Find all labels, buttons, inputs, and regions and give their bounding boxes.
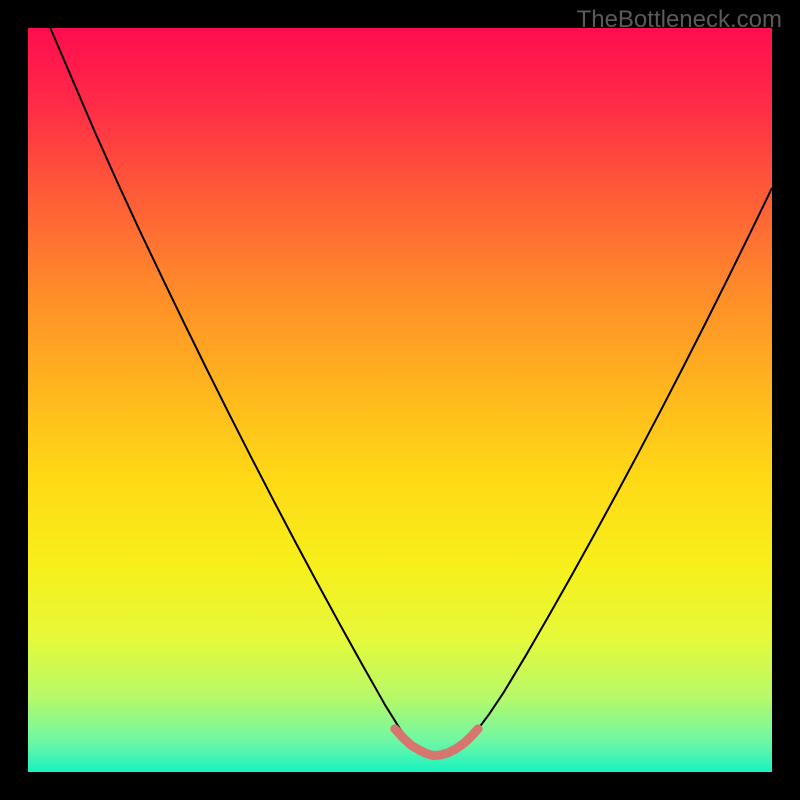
chart-plot-area	[28, 28, 772, 772]
accent-dot-1	[390, 724, 399, 733]
chart-background	[28, 28, 772, 772]
accent-dot-2	[474, 724, 483, 733]
chart-svg	[28, 28, 772, 772]
chart-frame: TheBottleneck.com	[0, 0, 800, 800]
